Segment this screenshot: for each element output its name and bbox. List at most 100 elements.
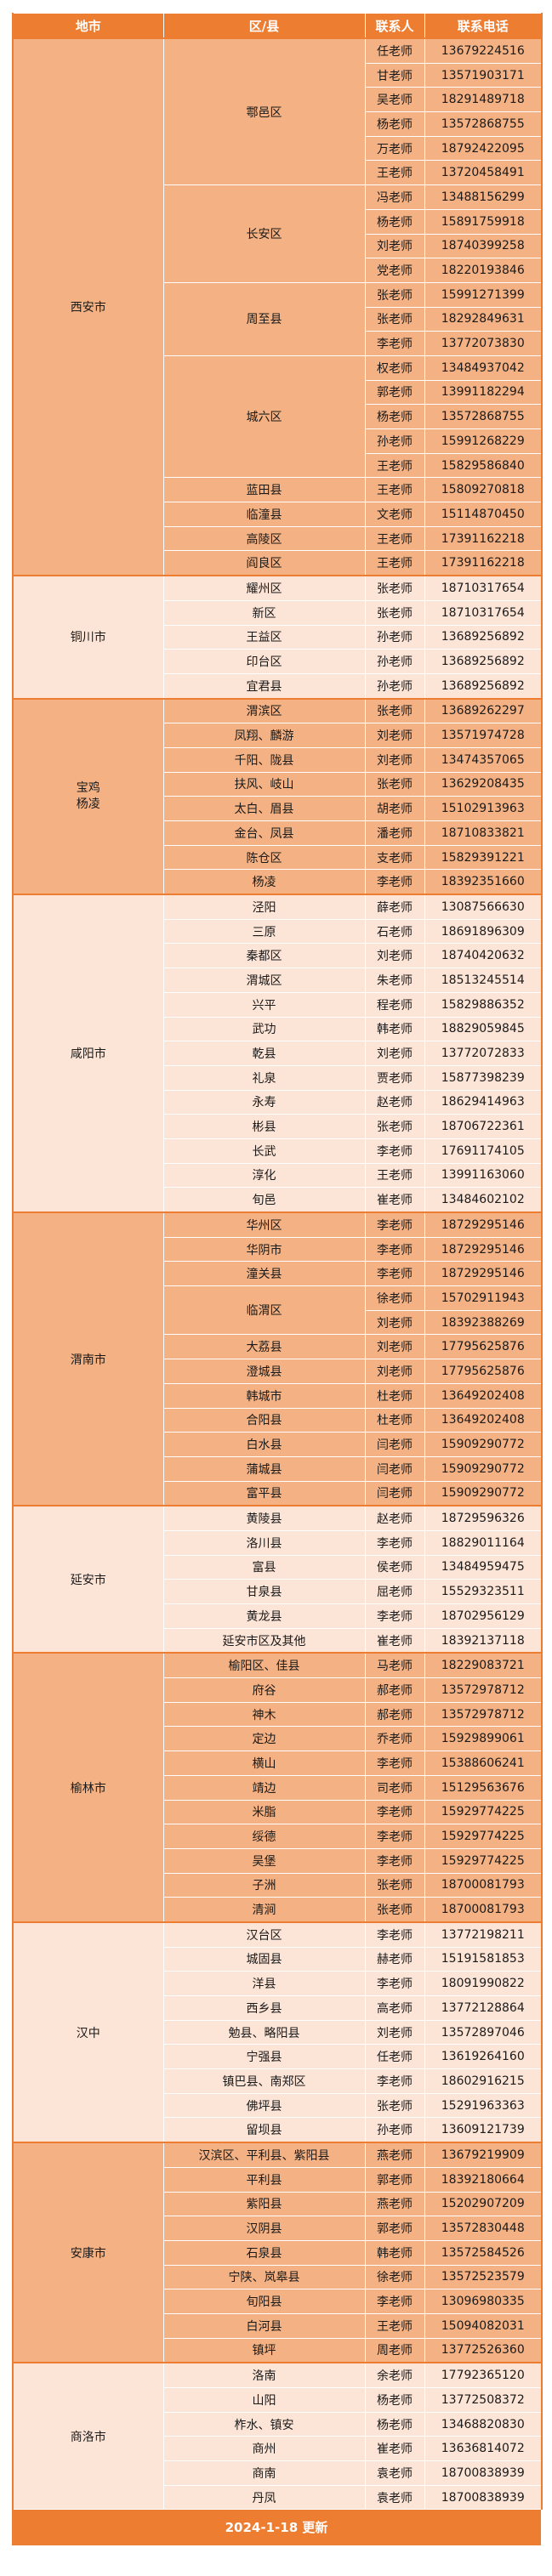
contact-cell: 屈老师 <box>364 1579 425 1604</box>
district-cell: 大荔县 <box>162 1334 366 1360</box>
phone-cell: 18091990822 <box>424 1971 543 1996</box>
table-row: 杨凌 李老师 18392351660 <box>13 869 543 895</box>
phone-cell: 13484959475 <box>424 1554 543 1580</box>
district-cell: 镇坪 <box>162 2337 366 2363</box>
district-cell: 洛川县 <box>162 1529 366 1556</box>
table-row: 富县 侯老师 13484959475 <box>13 1554 543 1580</box>
phone-cell: 13572978712 <box>424 1677 543 1703</box>
contact-cell: 薛老师 <box>364 894 425 920</box>
district-cell: 高陵区 <box>162 525 366 552</box>
contact-cell: 王老师 <box>364 525 425 552</box>
phone-cell: 13629208435 <box>424 771 543 797</box>
phone-cell: 15094082031 <box>424 2312 543 2339</box>
table-row: 太白、眉县 胡老师 15102913963 <box>13 796 543 821</box>
contact-cell: 赵老师 <box>364 1505 425 1531</box>
district-cell: 洛南 <box>162 2362 366 2389</box>
contact-cell: 郭老师 <box>364 2166 425 2193</box>
phone-cell: 18706722361 <box>424 1114 543 1139</box>
district-cell: 永寿 <box>162 1089 366 1115</box>
district-cell: 米脂 <box>162 1799 366 1825</box>
district-cell: 临渭区 <box>162 1285 366 1336</box>
table-row: 陈仓区 支老师 15829391221 <box>13 844 543 871</box>
contact-cell: 李老师 <box>364 1138 425 1164</box>
contact-cell: 崔老师 <box>364 1187 425 1213</box>
table-row: 华阴市 李老师 18729295146 <box>13 1236 543 1262</box>
district-cell: 礼泉 <box>162 1064 366 1091</box>
phone-cell: 18729596326 <box>424 1505 543 1531</box>
table-row: 佛坪县 张老师 15291963363 <box>13 2092 543 2119</box>
table-row: 城六区 权老师 13484937042 <box>13 355 543 479</box>
contact-cell: 李老师 <box>364 1211 425 1238</box>
table-row: 韩城市 杜老师 13649202408 <box>13 1382 543 1409</box>
phone-cell: 15929774225 <box>424 1847 543 1874</box>
phone-cell: 15829886352 <box>424 991 543 1018</box>
table-row: 渭南市 华州区 李老师 18729295146 <box>12 1211 543 1506</box>
contact-cell: 赵老师 <box>364 1089 425 1115</box>
phone-cell: 13772128864 <box>424 1995 543 2021</box>
contact-cell: 刘老师 <box>364 1334 425 1360</box>
contact-cell: 张老师 <box>364 771 425 797</box>
header-district: 区/县 <box>162 13 366 39</box>
table-row: 蓝田县 王老师 15809270818 <box>13 477 543 503</box>
contact-cell: 崔老师 <box>364 1627 425 1654</box>
phone-cell: 18220193846 <box>424 258 543 283</box>
district-cell: 城固县 <box>162 1946 366 1972</box>
phone-cell: 18700081793 <box>424 1872 543 1898</box>
district-cell: 杨凌 <box>162 869 366 895</box>
table-row: 商洛市 洛南 余老师 17792365120 <box>12 2362 543 2511</box>
district-cell: 黄陵县 <box>162 1505 366 1531</box>
contact-cell: 王老师 <box>364 1162 425 1189</box>
table-row: 山阳 杨老师 13772508372 <box>13 2387 543 2413</box>
contact-cell: 孙老师 <box>364 649 425 674</box>
contact-cell: 李老师 <box>364 1799 425 1825</box>
district-cell: 绥德 <box>162 1824 366 1849</box>
city-cell: 榆林市 <box>12 1652 164 1923</box>
phone-cell: 15529323511 <box>424 1579 543 1604</box>
phone-cell: 13484602102 <box>424 1187 543 1213</box>
phone-cell: 13772198211 <box>424 1921 543 1948</box>
contact-cell: 刘老师 <box>364 1041 425 1066</box>
district-cell: 潼关县 <box>162 1261 366 1287</box>
district-cell: 汉滨区、平利县、紫阳县 <box>162 2142 366 2168</box>
table-row: 蒲城县 闫老师 15909290772 <box>13 1455 543 1482</box>
phone-cell: 13679219909 <box>424 2142 543 2168</box>
phone-cell: 18710317654 <box>424 575 543 601</box>
table-row: 商南 袁老师 18700838939 <box>13 2460 543 2486</box>
phone-cell: 18740420632 <box>424 943 543 969</box>
table-row: 留坝县 孙老师 13609121739 <box>13 2117 543 2143</box>
table-row: 吴堡 李老师 15929774225 <box>13 1847 543 1874</box>
district-cell: 子洲 <box>162 1872 366 1898</box>
phone-cell: 18729295146 <box>424 1261 543 1287</box>
contact-cell: 崔老师 <box>364 2436 425 2462</box>
contact-cell: 韩老师 <box>364 1016 425 1042</box>
contact-cell: 张老师 <box>364 2092 425 2119</box>
contact-cell: 司老师 <box>364 1774 425 1801</box>
table-row: 长安区 冯老师 13488156299 <box>13 184 543 283</box>
table-row: 紫阳县 燕老师 15202907209 <box>13 2191 543 2217</box>
table-row: 杨老师 15891759918 <box>13 208 543 235</box>
phone-cell: 18729295146 <box>424 1211 543 1238</box>
district-cell: 清涧 <box>162 1897 366 1923</box>
table-row: 淳化 王老师 13991163060 <box>13 1162 543 1189</box>
phone-cell: 18513245514 <box>424 967 543 993</box>
phone-cell: 15102913963 <box>424 796 543 821</box>
table-row: 商州 崔老师 13636814072 <box>13 2436 543 2462</box>
city-cell: 商洛市 <box>12 2362 164 2511</box>
phone-cell: 17691174105 <box>424 1138 543 1164</box>
phone-cell: 13571903171 <box>424 62 543 88</box>
phone-cell: 15929774225 <box>424 1824 543 1849</box>
phone-cell: 15891759918 <box>424 208 543 235</box>
table-row: 郭老师 13991182294 <box>13 379 543 406</box>
district-cell: 印台区 <box>162 649 366 674</box>
phone-cell: 17391162218 <box>424 525 543 552</box>
phone-cell: 18792422095 <box>424 135 543 162</box>
contact-cell: 袁老师 <box>364 2460 425 2486</box>
phone-cell: 17795625876 <box>424 1359 543 1384</box>
phone-cell: 18602916215 <box>424 2068 543 2094</box>
phone-cell: 18691896309 <box>424 918 543 945</box>
contact-cell: 任老师 <box>364 37 425 64</box>
table-row: 千阳、陇县 刘老师 13474357065 <box>13 746 543 773</box>
contact-cell: 李老师 <box>364 1847 425 1874</box>
table-row: 三原 石老师 18691896309 <box>13 918 543 945</box>
district-cell: 洋县 <box>162 1971 366 1996</box>
